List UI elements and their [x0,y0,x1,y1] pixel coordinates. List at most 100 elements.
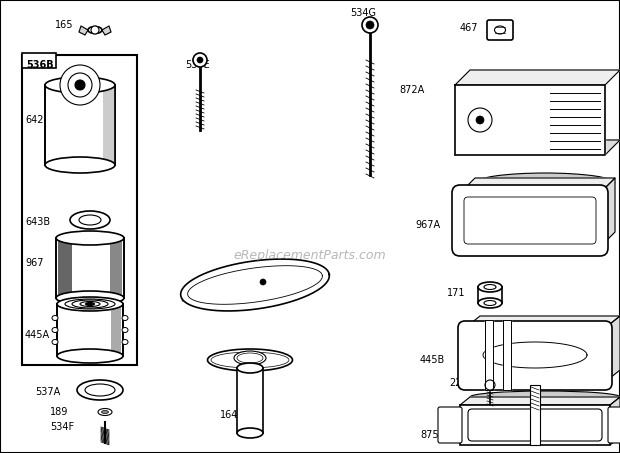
Polygon shape [605,316,620,382]
Polygon shape [485,320,493,390]
Circle shape [60,65,100,105]
Text: 875A: 875A [420,430,445,440]
Ellipse shape [57,349,123,363]
Bar [530,385,540,445]
Polygon shape [79,26,88,35]
Ellipse shape [122,328,128,333]
Bar [58,240,72,296]
Bar [478,287,502,303]
Polygon shape [460,178,615,193]
Ellipse shape [208,349,293,371]
Circle shape [193,53,207,67]
Text: 642: 642 [25,115,43,125]
Bar [56,238,124,298]
Ellipse shape [56,231,124,245]
Ellipse shape [85,384,115,396]
Ellipse shape [65,299,115,309]
Circle shape [75,80,85,90]
Ellipse shape [234,351,266,365]
Ellipse shape [45,157,115,173]
Ellipse shape [79,215,101,225]
Ellipse shape [470,391,620,403]
Bar [460,405,610,445]
Polygon shape [503,320,511,390]
Bar [111,306,121,354]
Ellipse shape [475,173,615,193]
Text: 967A: 967A [415,220,440,230]
Ellipse shape [45,77,115,93]
Text: 537A: 537A [35,387,60,397]
Polygon shape [102,26,111,35]
Ellipse shape [57,297,123,311]
FancyBboxPatch shape [452,185,608,256]
Text: 536B: 536B [26,60,53,70]
Polygon shape [180,259,329,311]
Ellipse shape [122,315,128,321]
Circle shape [485,380,495,390]
Text: 189: 189 [50,407,68,417]
Circle shape [68,73,92,97]
Ellipse shape [70,211,110,229]
Polygon shape [460,397,620,405]
Ellipse shape [484,300,496,305]
Ellipse shape [88,26,102,34]
Circle shape [362,17,378,33]
Text: 164: 164 [220,410,238,420]
Bar [45,85,115,165]
FancyBboxPatch shape [608,407,620,443]
Circle shape [476,116,484,124]
Text: 872A: 872A [400,85,425,95]
Polygon shape [455,70,620,85]
Ellipse shape [237,428,263,438]
FancyBboxPatch shape [438,407,462,443]
Ellipse shape [122,339,128,344]
Circle shape [468,108,492,132]
Ellipse shape [52,315,58,321]
Text: 873A: 873A [180,294,205,304]
Polygon shape [455,140,620,155]
Ellipse shape [98,409,112,415]
Text: 534G: 534G [350,8,376,18]
Bar [56,238,124,298]
Ellipse shape [478,282,502,292]
Ellipse shape [72,300,108,308]
Polygon shape [455,85,605,155]
FancyBboxPatch shape [458,321,612,390]
Ellipse shape [86,303,94,305]
Circle shape [91,26,99,34]
Ellipse shape [80,302,100,307]
Text: 534F: 534F [50,422,74,432]
Polygon shape [465,316,620,328]
FancyBboxPatch shape [22,53,56,68]
Bar [57,304,123,356]
Text: 445B: 445B [420,355,445,365]
Polygon shape [600,178,615,247]
Bar [57,304,123,356]
Bar [103,85,115,165]
Text: 967: 967 [25,258,43,268]
Text: 643B: 643B [25,217,50,227]
Ellipse shape [77,380,123,400]
Bar [22,55,137,365]
Text: eReplacementParts.com: eReplacementParts.com [234,249,386,261]
Ellipse shape [52,339,58,344]
Ellipse shape [237,363,263,373]
Circle shape [197,57,203,63]
FancyBboxPatch shape [487,20,513,40]
Text: 224: 224 [450,378,468,388]
Ellipse shape [102,410,108,414]
Polygon shape [610,397,620,445]
Ellipse shape [484,284,496,289]
Ellipse shape [478,298,502,308]
Ellipse shape [56,291,124,305]
Circle shape [366,21,374,29]
Ellipse shape [52,328,58,333]
Text: 534E: 534E [185,60,210,70]
Text: 165: 165 [55,20,74,30]
Text: 467: 467 [459,23,478,33]
Text: 171: 171 [446,288,465,298]
Bar [110,240,122,296]
Bar [45,85,115,165]
Text: 445A: 445A [25,330,50,340]
Circle shape [260,279,266,285]
